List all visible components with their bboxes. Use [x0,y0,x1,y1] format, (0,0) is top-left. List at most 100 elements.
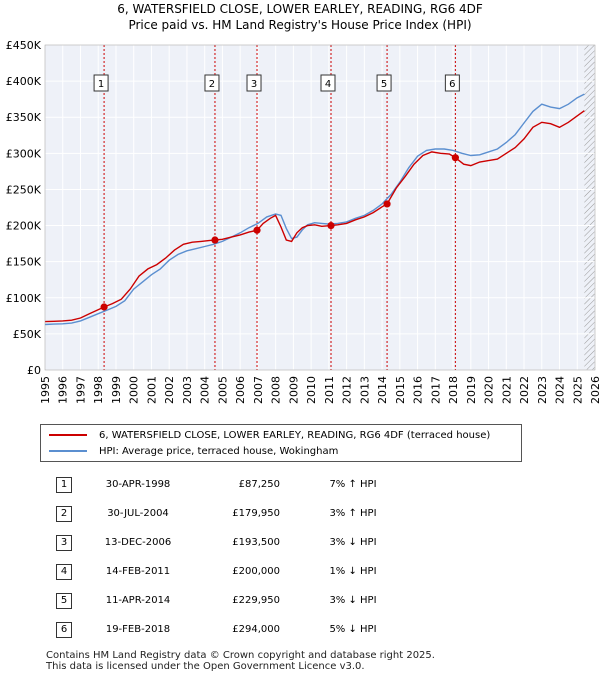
table-row: 5 11-APR-2014 £229,950 3% ↓ HPI [40,586,408,615]
x-tick-label: 2007 [252,376,265,404]
sale-date: 19-FEB-2018 [105,624,171,635]
x-tick-label: 2006 [234,376,247,404]
y-tick-label: £150K [6,256,42,269]
sale-number-badge: 3 [56,534,72,551]
x-tick-label: 2001 [145,376,158,404]
footer-copyright: Contains HM Land Registry data © Crown c… [46,650,435,661]
sale-price: £294,000 [232,624,280,635]
sale-point [451,154,459,162]
legend-swatch-blue [49,450,87,452]
sale-hpi-diff: 3% ↓ HPI [329,537,377,548]
price-chart: £0 £50K £100K £150K £200K £250K £300K £350K £400… [6,39,600,404]
x-tick-label: 2000 [128,376,141,404]
sale-hpi-diff: 7% ↑ HPI [329,479,377,490]
x-tick-label: 2026 [589,376,600,404]
hpi-series-line [44,93,585,326]
y-tick-label: £300K [6,147,42,160]
plot-border [44,44,596,371]
sale-hpi-diff: 1% ↓ HPI [329,566,377,577]
sale-number-badge: 6 [56,621,72,638]
forecast-hatch [584,45,595,370]
y-tick-label: £50K [13,328,42,341]
x-tick-label: 2017 [429,376,442,404]
x-tick-label: 2019 [465,376,478,404]
sale-number-badge: 2 [56,505,72,522]
sale-date: 13-DEC-2006 [104,537,172,548]
property-series-line [44,110,585,323]
x-tick-label: 2004 [199,376,212,404]
x-tick-label: 2015 [394,376,407,404]
sale-price: £200,000 [232,566,280,577]
x-tick-label: 1995 [39,376,52,404]
x-tick-label: 2003 [181,376,194,404]
x-tick-label: 2016 [412,376,425,404]
sale-price: £179,950 [232,508,280,519]
x-tick-label: 2024 [554,376,567,404]
x-tick-label: 2009 [287,376,300,404]
x-tick-label: 2005 [216,376,229,404]
sale-marker-badge [320,74,336,92]
legend-item-property: 6, WATERSFIELD CLOSE, LOWER EARLEY, READ… [49,427,490,443]
sale-number-badge: 1 [56,476,72,493]
x-tick-label: 2025 [571,376,584,404]
table-row: 1 30-APR-1998 £87,250 7% ↑ HPI [40,470,408,499]
sale-hpi-diff: 5% ↓ HPI [329,624,377,635]
legend: 6, WATERSFIELD CLOSE, LOWER EARLEY, READ… [40,424,522,462]
sale-marker-number: 3 [251,79,257,90]
sale-number-badge: 5 [56,592,72,609]
y-tick-label: £350K [6,111,42,124]
legend-swatch-red [49,434,87,436]
sale-marker-number: 6 [449,79,455,90]
sale-point [211,236,219,244]
chart-subtitle: Price paid vs. HM Land Registry's House … [128,18,472,32]
sale-marker-number: 2 [209,79,215,90]
x-tick-label: 1997 [74,376,87,404]
sale-hpi-diff: 3% ↓ HPI [329,595,377,606]
sale-marker-number: 1 [98,79,104,90]
sale-price: £229,950 [232,595,280,606]
sale-point [100,303,108,311]
sale-price: £193,500 [232,537,280,548]
table-row: 2 30-JUL-2004 £179,950 3% ↑ HPI [40,499,408,528]
x-tick-label: 2022 [518,376,531,404]
sale-number-badge: 4 [56,563,72,580]
sale-marker-badge [246,74,262,92]
sale-marker-badge [93,74,109,92]
x-tick-label: 2010 [305,376,318,404]
sale-marker-badge [376,74,392,92]
y-tick-label: £250K [6,183,42,196]
chart-title: 6, WATERSFIELD CLOSE, LOWER EARLEY, READ… [117,2,483,16]
x-tick-label: 2012 [341,376,354,404]
x-tick-label: 2020 [483,376,496,404]
sale-point [383,200,391,208]
sale-date: 14-FEB-2011 [105,566,171,577]
legend-item-hpi: HPI: Average price, terraced house, Woki… [49,443,338,459]
sale-marker-number: 5 [381,79,387,90]
sale-date: 30-JUL-2004 [107,508,169,519]
x-tick-label: 1999 [110,376,123,404]
sale-marker-number: 4 [325,79,331,90]
sale-point [253,226,261,234]
y-tick-label: £200K [6,220,42,233]
sale-date: 11-APR-2014 [105,595,171,606]
x-tick-label: 2002 [163,376,176,404]
table-row: 3 13-DEC-2006 £193,500 3% ↓ HPI [40,528,408,557]
y-tick-label: £100K [6,292,42,305]
x-tick-label: 2014 [376,376,389,404]
x-tick-label: 2008 [270,376,283,404]
x-tick-label: 2023 [536,376,549,404]
sale-price: £87,250 [238,479,280,490]
table-row: 4 14-FEB-2011 £200,000 1% ↓ HPI [40,557,408,586]
legend-label-hpi: HPI: Average price, terraced house, Woki… [99,445,339,457]
x-tick-label: 2021 [500,376,513,404]
legend-label-property: 6, WATERSFIELD CLOSE, LOWER EARLEY, READ… [99,429,491,441]
x-tick-label: 1996 [57,376,70,404]
sale-hpi-diff: 3% ↑ HPI [329,508,377,519]
x-tick-label: 2018 [447,376,460,404]
footer-licence: This data is licensed under the Open Gov… [46,661,365,672]
table-row: 6 19-FEB-2018 £294,000 5% ↓ HPI [40,615,408,644]
y-tick-label: £0 [27,364,41,377]
sales-table: 1 30-APR-1998 £87,250 7% ↑ HPI 2 30-JUL-… [40,470,408,644]
x-tick-label: 1998 [92,376,105,404]
sale-date: 30-APR-1998 [105,479,171,490]
